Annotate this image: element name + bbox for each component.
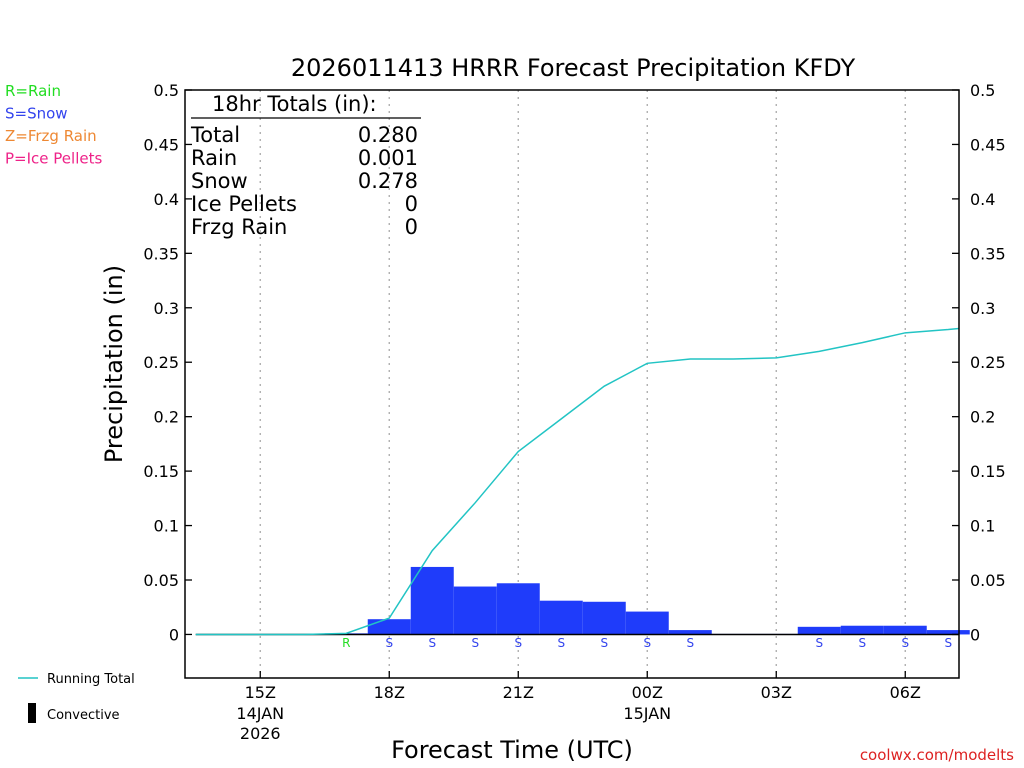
totals-row-value: 0 [405, 192, 418, 216]
totals-row-label: Ice Pellets [191, 192, 297, 216]
precip-type-S: S [600, 636, 608, 650]
x-tick-label: 18Z [374, 683, 405, 702]
x-tick-date: 14JAN [236, 704, 284, 723]
y-axis-left: 0 0.05 0.1 0.15 0.2 0.25 0.3 0.35 0.4 0.45 0.5 [143, 81, 192, 644]
convective-legend-label: Convective [47, 708, 120, 723]
y-tick-label: 0.45 [143, 135, 179, 154]
y-tick-label: 0.2 [154, 408, 179, 427]
y-tick-label: 0.1 [154, 517, 179, 536]
totals-header: 18hr Totals (in): [212, 92, 377, 116]
y-tick-label-right: 0.3 [970, 299, 995, 318]
precip-type-S: S [385, 636, 393, 650]
y-tick-label-right: 0.4 [970, 190, 995, 209]
y-tick-label-right: 0.35 [970, 244, 1006, 263]
precip-bar [453, 586, 497, 635]
y-tick-label: 0.4 [154, 190, 179, 209]
y-tick-label-right: 0.45 [970, 135, 1006, 154]
precip-type-S: S [643, 636, 651, 650]
precip-bar [883, 625, 927, 635]
x-axis-label: Forecast Time (UTC) [391, 736, 633, 764]
x-tick-label: 21Z [503, 683, 534, 702]
precip-type-legend-item: R=Rain [5, 82, 61, 100]
y-tick-label-right: 0.25 [970, 353, 1006, 372]
x-tick-year: 2026 [240, 724, 281, 743]
running-total-line [195, 327, 960, 636]
y-tick-label: 0.5 [154, 81, 179, 100]
precip-bar [582, 601, 626, 635]
totals-row-value: 0 [405, 215, 418, 239]
precip-type-legend-item: S=Snow [5, 105, 68, 123]
y-tick-label-right: 0.2 [970, 408, 995, 427]
precip-type-S: S [557, 636, 565, 650]
x-tick-label: 15Z [245, 683, 276, 702]
convective-legend-swatch [28, 703, 36, 723]
precip-bar [410, 566, 454, 635]
chart-title: 2026011413 HRRR Forecast Precipitation K… [291, 54, 856, 82]
totals-row-value: 0.280 [358, 123, 418, 147]
y-tick-label: 0 [169, 625, 179, 644]
precip-type-legend: R=Rain S=Snow Z=Frzg Rain P=Ice Pellets [5, 82, 102, 168]
x-tick-label: 00Z [632, 683, 663, 702]
precip-type-S: S [514, 636, 522, 650]
precip-type-S: S [901, 636, 909, 650]
totals-row-label: Frzg Rain [191, 215, 287, 239]
precip-bar [539, 600, 583, 635]
y-axis-label: Precipitation (in) [100, 265, 128, 463]
totals-row-value: 0.278 [358, 169, 418, 193]
y-tick-label-right: 0.15 [970, 462, 1006, 481]
totals-row-label: Total [190, 123, 240, 147]
precip-bar [496, 583, 540, 635]
plot-frame [184, 89, 960, 679]
running-total-series [195, 327, 960, 636]
precip-bar [926, 630, 970, 635]
x-tick-label: 06Z [890, 683, 921, 702]
x-tick-date: 15JAN [623, 704, 671, 723]
precip-bar [668, 630, 712, 635]
credit-text: coolwx.com/modelts [860, 746, 1014, 764]
y-tick-label: 0.35 [143, 244, 179, 263]
precip-type-S: S [858, 636, 866, 650]
precip-type-S: S [815, 636, 823, 650]
y-axis-right: 0 0.05 0.1 0.15 0.2 0.25 0.3 0.35 0.4 0.45 0.5 [952, 81, 1006, 644]
precip-type-S: S [686, 636, 694, 650]
y-tick-label-right: 0.5 [970, 81, 995, 100]
series-legend: Running Total Convective [18, 672, 135, 723]
y-tick-label: 0.25 [143, 353, 179, 372]
y-tick-label-right: 0 [970, 625, 980, 644]
x-tick-label: 03Z [761, 683, 792, 702]
precip-bar [840, 625, 884, 635]
hourly-precip-bars [324, 566, 970, 635]
y-tick-label: 0.15 [143, 462, 179, 481]
precip-type-S: S [428, 636, 436, 650]
precip-bar [367, 619, 411, 635]
precip-type-legend-item: Z=Frzg Rain [5, 127, 97, 145]
totals-row-label: Rain [191, 146, 237, 170]
precip-type-S: S [471, 636, 479, 650]
precip-bar [625, 611, 669, 635]
y-tick-label-right: 0.1 [970, 517, 995, 536]
precip-bar [797, 626, 841, 635]
precip-type-R: R [342, 636, 350, 650]
y-tick-label: 0.3 [154, 299, 179, 318]
precip-type-legend-item: P=Ice Pellets [5, 150, 102, 168]
totals-box: 18hr Totals (in): Total 0.280 Rain 0.001 Sno… [190, 92, 421, 239]
precip-type-S: S [944, 636, 952, 650]
y-tick-label: 0.05 [143, 571, 179, 590]
totals-row-label: Snow [191, 169, 248, 193]
totals-row-value: 0.001 [358, 146, 418, 170]
y-tick-label-right: 0.05 [970, 571, 1006, 590]
running-total-legend-label: Running Total [47, 672, 135, 687]
vertical-gridlines [259, 90, 906, 678]
